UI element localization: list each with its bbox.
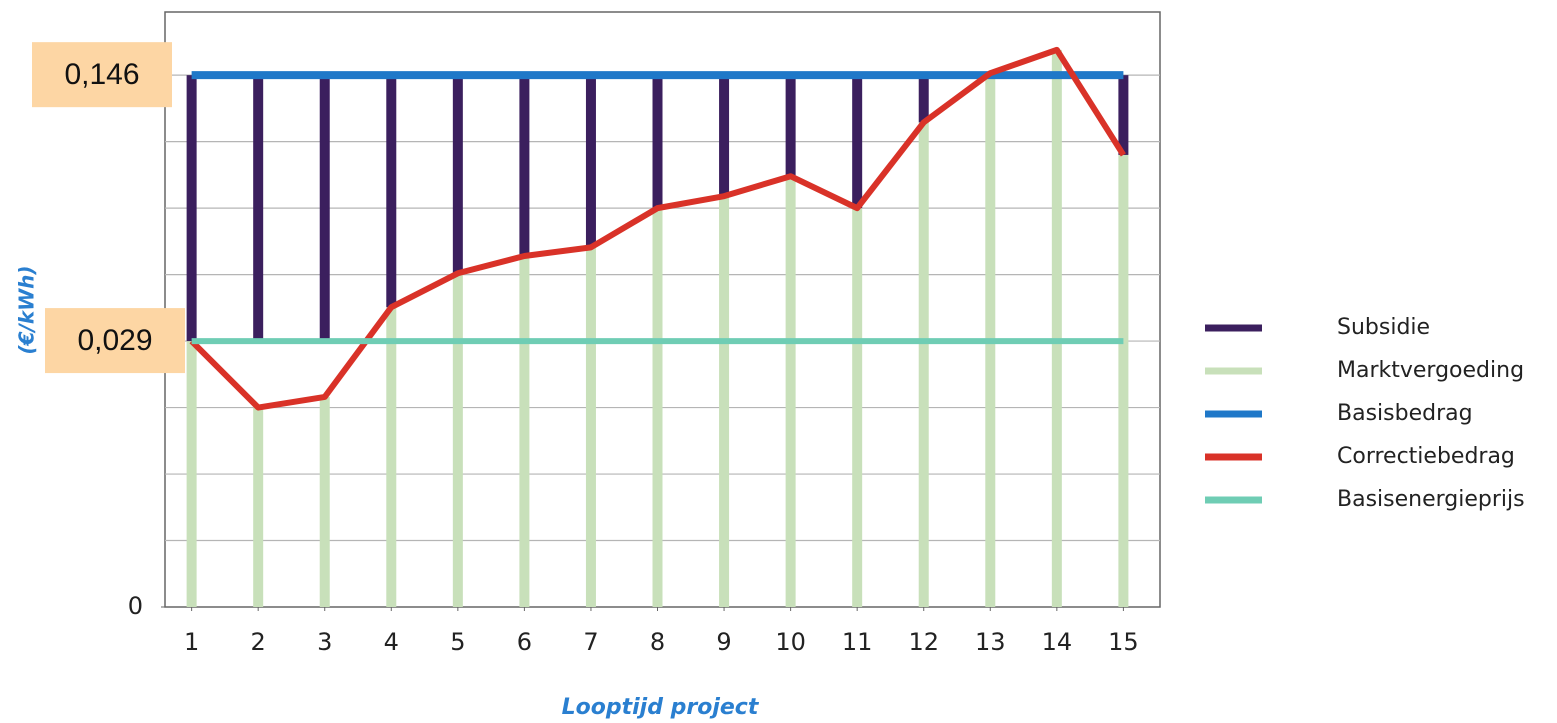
x-tick-label: 14 [1042, 628, 1073, 656]
bar [918, 75, 929, 123]
bar [652, 208, 663, 608]
x-tick-label: 9 [716, 628, 731, 656]
annotation: 0,029 [77, 324, 152, 357]
x-tick-label: 8 [650, 628, 665, 656]
annotation-box [32, 42, 172, 108]
bar [719, 196, 730, 608]
bar [918, 122, 929, 607]
legend-label: Marktvergoeding [1337, 358, 1524, 383]
bar [319, 396, 330, 607]
bar [652, 75, 663, 209]
bar [319, 75, 330, 342]
bar [585, 75, 596, 248]
x-tick-label: 15 [1108, 628, 1139, 656]
bar [519, 75, 530, 256]
bar [452, 75, 463, 274]
bar [852, 75, 863, 209]
legend-label: Subsidie [1337, 315, 1430, 340]
x-tick-label: 11 [842, 628, 873, 656]
line [189, 46, 1126, 411]
bar [386, 307, 397, 607]
bar [519, 255, 530, 607]
x-tick-label: 5 [450, 628, 465, 656]
annotation: 0,146 [64, 58, 139, 91]
bar [253, 75, 264, 342]
y-axis-label: (€/kWh) [15, 265, 39, 354]
y-tick-label: 0 [128, 592, 143, 620]
bar [186, 341, 197, 607]
bar [785, 176, 796, 607]
x-tick-label: 10 [775, 628, 806, 656]
bar [585, 247, 596, 608]
bar [785, 75, 796, 177]
x-tick-label: 13 [975, 628, 1006, 656]
bar [253, 407, 264, 607]
legend-label: Basisenergieprijs [1337, 487, 1525, 512]
bar [719, 75, 730, 197]
bar [1051, 49, 1062, 607]
bar [186, 75, 197, 342]
bar [386, 75, 397, 308]
x-tick-label: 4 [384, 628, 399, 656]
x-tick-label: 2 [251, 628, 266, 656]
x-tick-label: 7 [583, 628, 598, 656]
x-tick-label: 6 [517, 628, 532, 656]
legend-label: Basisbedrag [1337, 401, 1473, 426]
bar [452, 273, 463, 607]
bar [1118, 75, 1129, 155]
x-tick-label: 1 [184, 628, 199, 656]
x-axis-label: Looptijd project [562, 695, 760, 720]
x-tick-label: 12 [908, 628, 939, 656]
bar [1118, 154, 1129, 607]
bar [852, 208, 863, 608]
x-tick-label: 3 [317, 628, 332, 656]
legend-label: Correctiebedrag [1337, 444, 1515, 469]
annotation-box [45, 308, 185, 374]
